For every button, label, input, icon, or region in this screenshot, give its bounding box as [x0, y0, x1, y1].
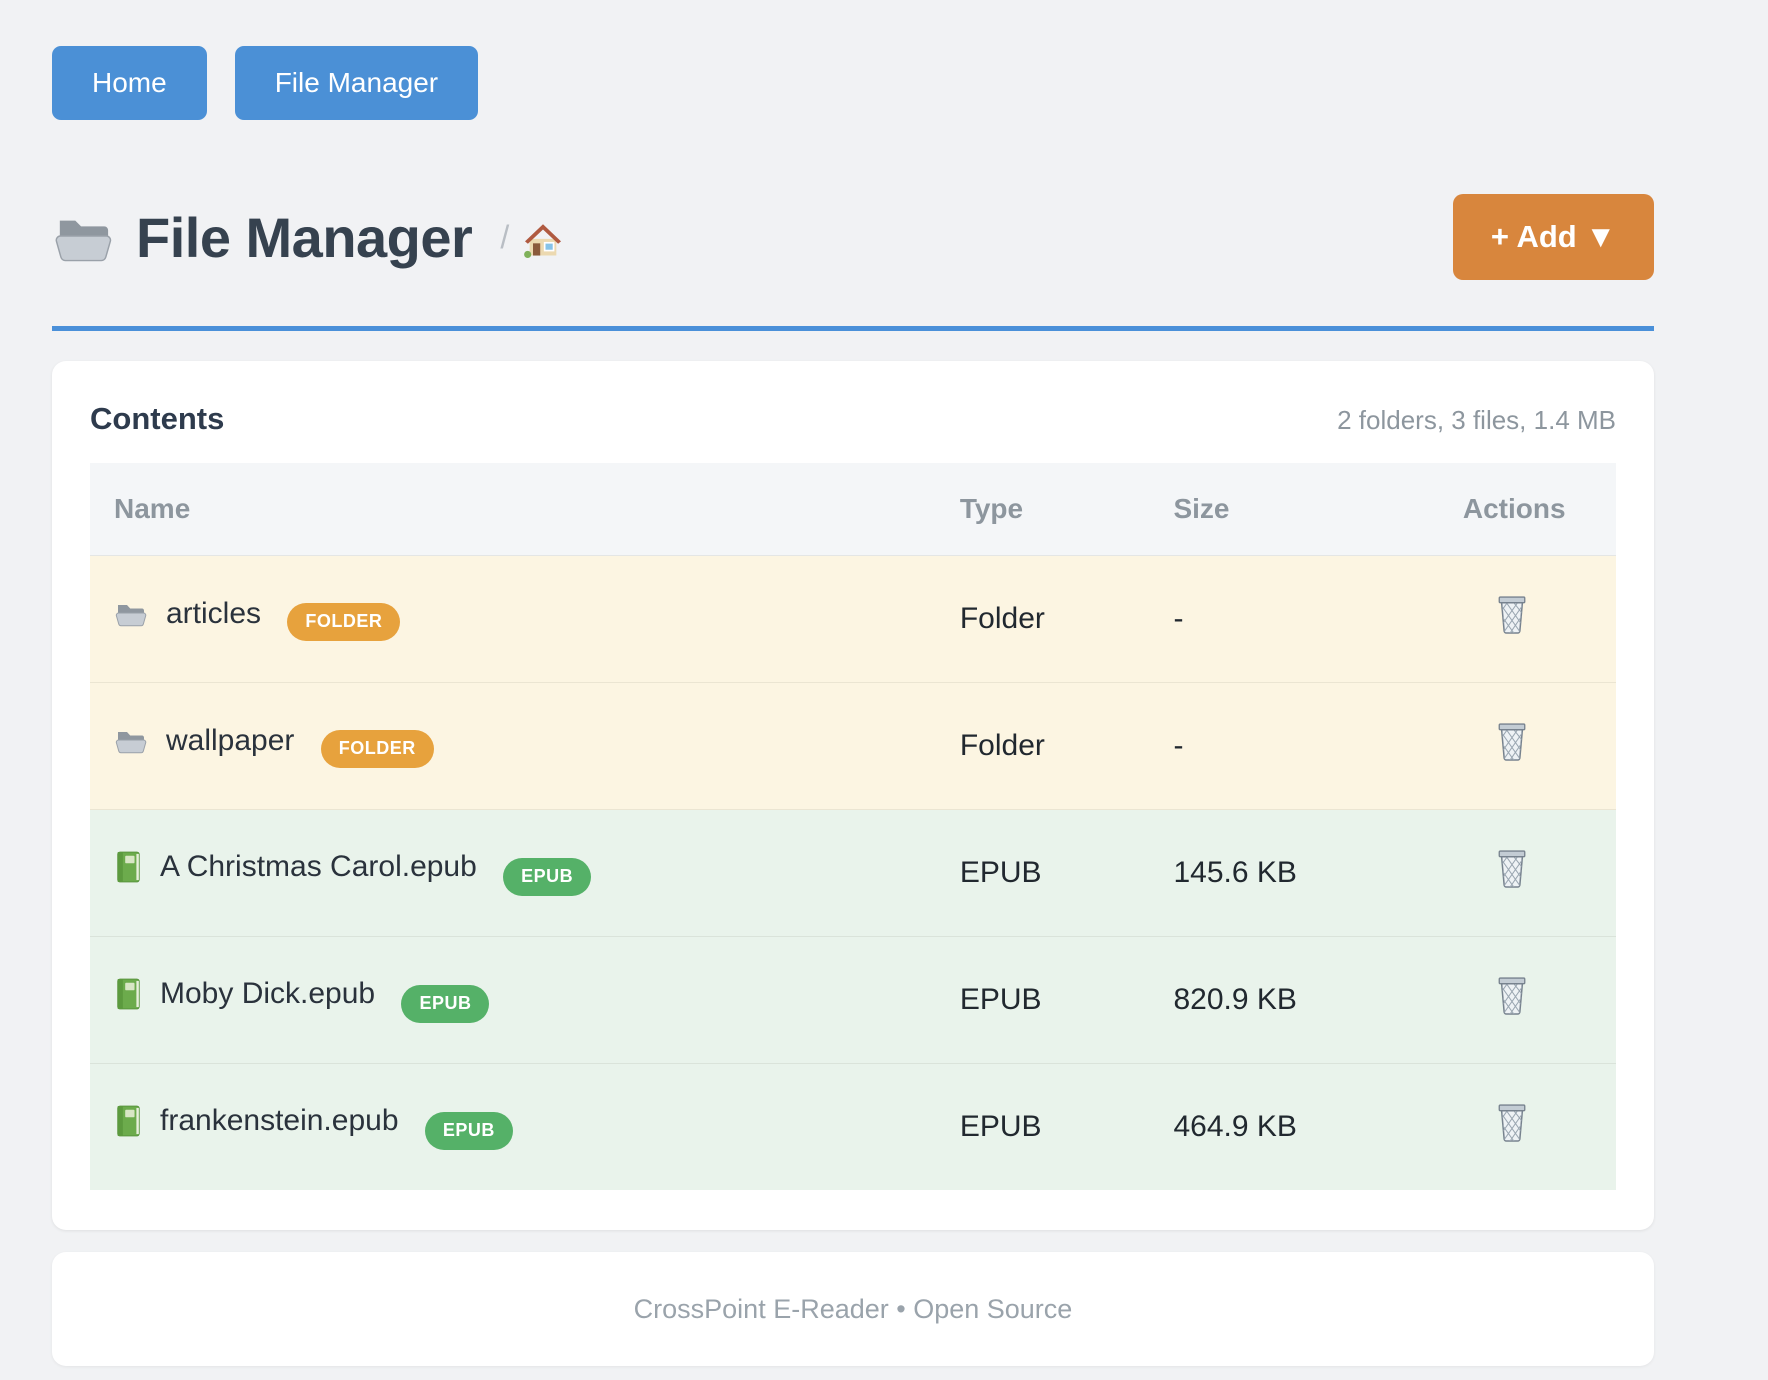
actions-cell — [1433, 810, 1616, 937]
footer-card: CrossPoint E-Reader • Open Source — [52, 1252, 1654, 1366]
name-cell: wallpaper FOLDER — [90, 683, 960, 810]
header-divider — [52, 326, 1654, 331]
folder-icon — [52, 209, 114, 265]
file-table-head: Name Type Size Actions — [90, 463, 1616, 556]
column-header-name: Name — [90, 463, 960, 556]
trash-icon — [1495, 975, 1529, 1017]
name-cell: Moby Dick.epub EPUB — [90, 937, 960, 1064]
type-cell: EPUB — [959, 1110, 1042, 1143]
column-header-size: Size — [1173, 463, 1433, 556]
type-cell: EPUB — [959, 983, 1042, 1016]
trash-icon — [1495, 1102, 1529, 1144]
top-nav: Home File Manager — [52, 46, 1654, 120]
contents-card-header: Contents 2 folders, 3 files, 1.4 MB — [90, 401, 1616, 437]
file-table: Name Type Size Actions — [90, 463, 1616, 1190]
file-name: A Christmas Carol.epub — [160, 850, 477, 883]
file-name: frankenstein.epub — [160, 1104, 399, 1137]
actions-cell — [1433, 683, 1616, 810]
delete-button[interactable] — [1495, 1102, 1529, 1144]
file-link[interactable]: frankenstein.epub — [114, 1104, 399, 1138]
page-title: File Manager — [136, 205, 473, 269]
size-cell: 464.9 KB — [1173, 1110, 1297, 1143]
folder-icon — [114, 726, 148, 756]
add-button[interactable]: + Add ▼ — [1452, 194, 1654, 280]
table-row: Moby Dick.epub EPUB EPUB 820.9 KB — [90, 936, 1616, 1064]
file-name: articles — [166, 597, 262, 630]
file-manager-button[interactable]: File Manager — [234, 46, 479, 120]
size-cell: 145.6 KB — [1173, 856, 1297, 889]
page-header: File Manager / + Add ▼ — [52, 194, 1654, 280]
file-name: wallpaper — [166, 724, 295, 757]
contents-card: Contents 2 folders, 3 files, 1.4 MB Name… — [52, 361, 1654, 1230]
folder-icon — [114, 599, 148, 629]
type-badge: EPUB — [503, 858, 592, 896]
green-book-icon — [114, 1104, 142, 1138]
size-cell: - — [1173, 729, 1184, 762]
contents-summary: 2 folders, 3 files, 1.4 MB — [1337, 405, 1616, 435]
actions-cell — [1433, 937, 1616, 1064]
home-button[interactable]: Home — [52, 46, 207, 120]
type-cell: Folder — [959, 602, 1045, 635]
type-badge: EPUB — [424, 1112, 513, 1150]
file-link[interactable]: Moby Dick.epub — [114, 977, 375, 1011]
file-link[interactable]: wallpaper — [114, 724, 294, 758]
column-header-actions: Actions — [1432, 463, 1616, 556]
file-table-body: articles FOLDER Folder - — [90, 555, 1616, 1191]
footer-text: CrossPoint E-Reader • Open Source — [633, 1293, 1073, 1324]
green-book-icon — [114, 850, 142, 884]
breadcrumb: / — [500, 214, 563, 260]
delete-button[interactable] — [1495, 848, 1529, 890]
name-cell: A Christmas Carol.epub EPUB — [90, 810, 960, 937]
table-row: wallpaper FOLDER Folder - — [90, 682, 1616, 810]
name-cell: articles FOLDER — [90, 556, 960, 683]
trash-icon — [1495, 848, 1529, 890]
delete-button[interactable] — [1495, 975, 1529, 1017]
home-icon[interactable] — [523, 220, 563, 260]
delete-button[interactable] — [1495, 594, 1529, 636]
trash-icon — [1495, 594, 1529, 636]
size-cell: 820.9 KB — [1173, 983, 1297, 1016]
name-cell: frankenstein.epub EPUB — [90, 1064, 960, 1191]
page: Home File Manager File Manager / — [52, 0, 1654, 1366]
page-header-left: File Manager / — [52, 205, 1453, 270]
table-row: A Christmas Carol.epub EPUB EPUB 145.6 K… — [90, 809, 1616, 937]
file-link[interactable]: A Christmas Carol.epub — [114, 850, 477, 884]
breadcrumb-separator: / — [500, 218, 510, 255]
type-badge: FOLDER — [287, 603, 401, 641]
actions-cell — [1433, 556, 1616, 683]
contents-heading: Contents — [90, 401, 225, 436]
column-header-type: Type — [959, 463, 1174, 556]
type-cell: Folder — [959, 729, 1045, 762]
table-row: frankenstein.epub EPUB EPUB 464.9 KB — [90, 1063, 1616, 1191]
green-book-icon — [114, 977, 142, 1011]
type-badge: EPUB — [401, 985, 490, 1023]
actions-cell — [1433, 1064, 1616, 1191]
delete-button[interactable] — [1495, 721, 1529, 763]
type-badge: FOLDER — [320, 730, 434, 768]
type-cell: EPUB — [959, 856, 1042, 889]
file-name: Moby Dick.epub — [160, 977, 376, 1010]
table-row: articles FOLDER Folder - — [90, 555, 1616, 683]
file-link[interactable]: articles — [114, 597, 261, 631]
trash-icon — [1495, 721, 1529, 763]
size-cell: - — [1173, 602, 1184, 635]
